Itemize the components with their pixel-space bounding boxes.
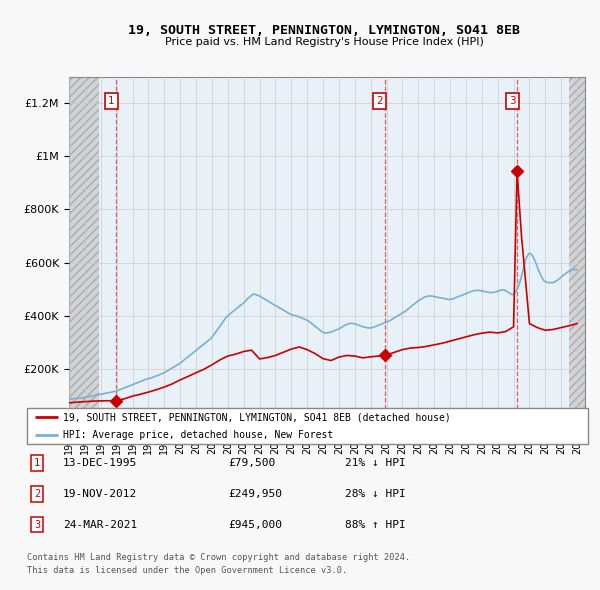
Text: 21% ↓ HPI: 21% ↓ HPI — [345, 458, 406, 468]
Text: 1: 1 — [34, 458, 40, 468]
Text: This data is licensed under the Open Government Licence v3.0.: This data is licensed under the Open Gov… — [27, 566, 347, 575]
Text: Contains HM Land Registry data © Crown copyright and database right 2024.: Contains HM Land Registry data © Crown c… — [27, 553, 410, 562]
Text: 19, SOUTH STREET, PENNINGTON, LYMINGTON, SO41 8EB: 19, SOUTH STREET, PENNINGTON, LYMINGTON,… — [128, 24, 520, 37]
Text: 3: 3 — [509, 96, 515, 106]
Text: HPI: Average price, detached house, New Forest: HPI: Average price, detached house, New … — [64, 430, 334, 440]
Text: 88% ↑ HPI: 88% ↑ HPI — [345, 520, 406, 529]
Bar — [569, 77, 585, 422]
Text: £79,500: £79,500 — [228, 458, 275, 468]
Text: 2: 2 — [34, 489, 40, 499]
Text: 19, SOUTH STREET, PENNINGTON, LYMINGTON, SO41 8EB (detached house): 19, SOUTH STREET, PENNINGTON, LYMINGTON,… — [64, 412, 451, 422]
Text: £249,950: £249,950 — [228, 489, 282, 499]
Text: 3: 3 — [34, 520, 40, 529]
Text: 1: 1 — [108, 96, 115, 106]
Text: 19-NOV-2012: 19-NOV-2012 — [63, 489, 137, 499]
Text: 28% ↓ HPI: 28% ↓ HPI — [345, 489, 406, 499]
Text: £945,000: £945,000 — [228, 520, 282, 529]
Text: 13-DEC-1995: 13-DEC-1995 — [63, 458, 137, 468]
Text: 24-MAR-2021: 24-MAR-2021 — [63, 520, 137, 529]
Bar — [69, 77, 100, 422]
Text: 2: 2 — [377, 96, 383, 106]
Text: Price paid vs. HM Land Registry's House Price Index (HPI): Price paid vs. HM Land Registry's House … — [164, 37, 484, 47]
